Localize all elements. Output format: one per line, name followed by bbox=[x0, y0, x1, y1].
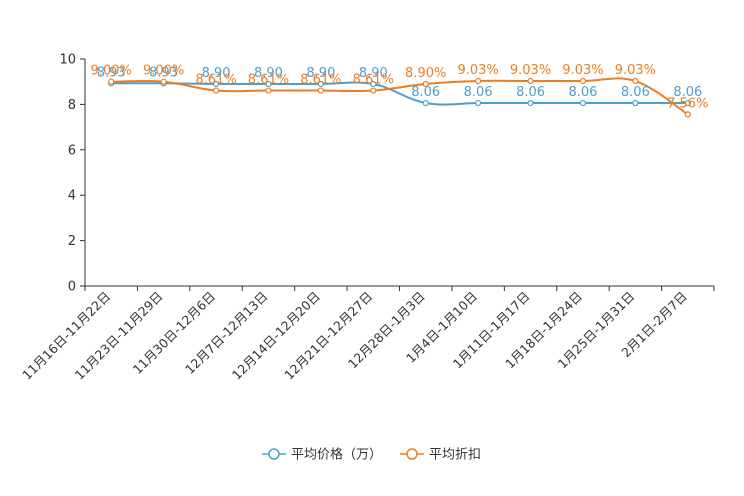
y-tick-label: 6 bbox=[68, 143, 76, 158]
series-2-point bbox=[108, 78, 115, 85]
series-1-point bbox=[370, 80, 377, 88]
series-layer bbox=[108, 77, 691, 118]
legend[interactable]: 平均价格（万） 平均折扣 bbox=[262, 447, 481, 463]
series-1-point bbox=[684, 99, 691, 107]
series-1-point bbox=[632, 99, 639, 107]
series-2-data-label: 8.90% bbox=[405, 66, 446, 81]
legend-marker-icon bbox=[268, 448, 280, 460]
series-2-data-label: 8.61% bbox=[300, 73, 341, 88]
series-1-data-label: 8.06 bbox=[621, 85, 650, 100]
legend-label: 平均价格（万） bbox=[291, 447, 382, 463]
series-1-data-label: 8.06 bbox=[568, 85, 597, 100]
x-tick-label: 12月14日-12月20日 bbox=[229, 289, 323, 383]
series-2-point bbox=[160, 78, 167, 85]
series-2-point bbox=[317, 87, 324, 94]
series-1-data-label: 8.90 bbox=[359, 66, 388, 81]
series-2-data-label: 9.03% bbox=[562, 63, 603, 78]
y-tick-label: 0 bbox=[68, 280, 76, 295]
series-2-point bbox=[632, 77, 639, 85]
series-2-data-label: 9.00% bbox=[91, 64, 132, 79]
series-2-data-label: 8.61% bbox=[248, 73, 289, 88]
series-1-data-label: 8.06 bbox=[411, 85, 440, 100]
y-tick-label: 4 bbox=[68, 189, 76, 204]
data-labels-layer: 8.93 8.93 8.90 8.90 8.90 8.90 8.06 8.06 8.06 8.06… bbox=[91, 63, 709, 111]
y-tick-label: 8 bbox=[68, 98, 76, 113]
x-tick-label: 11月16日-11月22日 bbox=[19, 289, 113, 383]
x-tick-label: 11月23日-11月29日 bbox=[72, 289, 166, 383]
series-line-2 bbox=[111, 77, 689, 116]
legend-label: 平均折扣 bbox=[429, 448, 481, 463]
series-1-data-label: 8.93 bbox=[149, 65, 178, 80]
series-2-data-label: 9.03% bbox=[615, 63, 656, 78]
series-1-data-label: 8.90 bbox=[306, 66, 335, 81]
series-2-point bbox=[684, 111, 691, 118]
series-2-point bbox=[422, 80, 429, 88]
series-1-point bbox=[579, 99, 587, 107]
series-1-point bbox=[317, 80, 324, 88]
series-2-point bbox=[579, 77, 587, 85]
x-tick-label: 12月21日-12月27日 bbox=[281, 289, 375, 383]
series-2-point bbox=[370, 87, 377, 94]
series-2-point bbox=[527, 77, 534, 85]
series-2-data-label: 9.00% bbox=[143, 64, 184, 79]
series-1-data-label: 8.06 bbox=[673, 85, 702, 100]
series-2-data-label: 9.03% bbox=[457, 63, 498, 78]
series-2-data-label: 8.61% bbox=[195, 73, 236, 88]
series-1-data-label: 8.90 bbox=[202, 66, 231, 81]
series-1-point bbox=[212, 80, 220, 88]
series-1-data-label: 8.93 bbox=[97, 65, 126, 80]
series-1-point bbox=[265, 80, 272, 88]
series-2-data-label: 7.56% bbox=[667, 96, 708, 111]
series-2-data-label: 9.03% bbox=[510, 63, 551, 78]
series-2-point bbox=[475, 77, 482, 85]
y-tick-label: 2 bbox=[68, 234, 76, 249]
series-1-data-label: 8.06 bbox=[516, 85, 545, 100]
series-2-point bbox=[212, 87, 220, 94]
series-1-data-label: 8.90 bbox=[254, 66, 283, 81]
series-line-1 bbox=[111, 81, 688, 106]
y-tick-label: 10 bbox=[59, 53, 76, 68]
series-1-point bbox=[422, 99, 429, 107]
legend-item-1[interactable]: 平均价格（万） bbox=[262, 447, 382, 463]
legend-item-2[interactable]: 平均折扣 bbox=[400, 448, 481, 463]
legend-marker-icon bbox=[406, 448, 418, 460]
axes: 024681011月16日-11月22日11月23日-11月29日11月30日-… bbox=[19, 53, 715, 383]
series-1-data-label: 8.06 bbox=[464, 85, 493, 100]
series-1-point bbox=[475, 99, 482, 107]
series-1-point bbox=[527, 99, 534, 107]
series-2-point bbox=[265, 87, 272, 94]
series-2-data-label: 8.61% bbox=[353, 73, 394, 88]
